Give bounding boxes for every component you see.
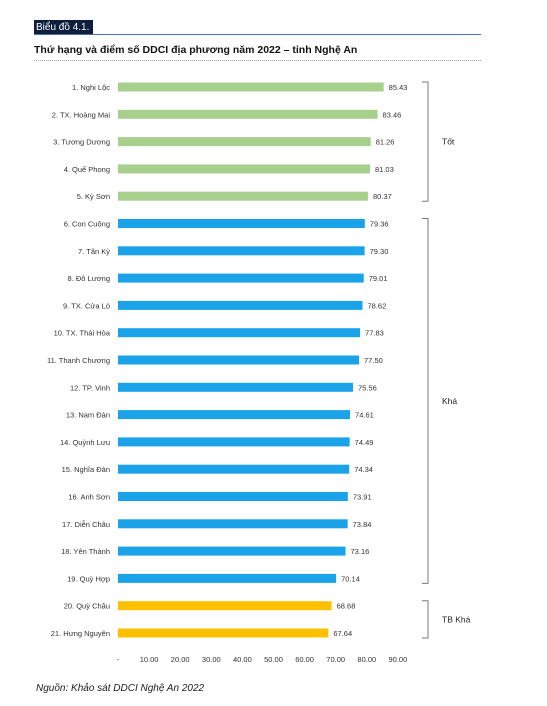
- category-label: 16. Anh Sơn: [68, 493, 110, 502]
- category-label: 12. TP. Vinh: [70, 383, 110, 392]
- value-label: 78.62: [368, 301, 387, 310]
- category-label: 17. Diễn Châu: [62, 520, 110, 529]
- x-tick-label: 90.00: [389, 655, 408, 664]
- bar: [118, 437, 350, 447]
- title-divider: [34, 60, 481, 61]
- bar: [118, 191, 368, 201]
- bar: [118, 137, 371, 147]
- category-label: 21. Hưng Nguyên: [51, 629, 110, 638]
- bar: [118, 410, 351, 420]
- value-label: 74.34: [354, 465, 373, 474]
- bar: [118, 219, 365, 228]
- value-label: 81.03: [375, 165, 394, 174]
- x-tick-label: 10.00: [140, 655, 159, 664]
- bar: [118, 164, 371, 174]
- value-label: 79.01: [369, 274, 388, 283]
- value-label: 77.83: [365, 329, 384, 338]
- group-label: Khá: [442, 396, 457, 406]
- category-label: 7. Tân Kỳ: [78, 247, 110, 256]
- category-label: 2. TX. Hoàng Mai: [52, 110, 111, 119]
- group-bracket: [422, 218, 429, 584]
- category-label: 20. Quỳ Châu: [64, 602, 110, 611]
- bar: [118, 573, 337, 583]
- category-label: 3. Tương Dương: [53, 138, 110, 147]
- category-label: 1. Nghi Lộc: [72, 83, 110, 92]
- x-tick-label: 30.00: [202, 655, 221, 664]
- category-label: 13. Nam Đàn: [66, 411, 110, 420]
- category-label: 4. Quế Phong: [64, 165, 110, 174]
- category-label: 5. Kỳ Sơn: [77, 192, 110, 201]
- value-label: 73.91: [353, 493, 372, 502]
- bar: [118, 246, 365, 256]
- value-label: 67.64: [333, 629, 352, 638]
- value-label: 74.49: [355, 438, 374, 447]
- bar: [118, 546, 346, 556]
- value-label: 77.50: [364, 356, 383, 365]
- value-label: 80.37: [373, 192, 392, 201]
- x-tick-label: 70.00: [326, 655, 345, 664]
- bar: [118, 601, 332, 611]
- x-tick-label: 80.00: [357, 655, 376, 664]
- bar: [118, 273, 364, 283]
- category-label: 6. Con Cuông: [64, 220, 110, 229]
- x-tick-label: 20.00: [171, 655, 190, 664]
- category-label: 19. Quỳ Hợp: [67, 574, 110, 583]
- bar: [118, 519, 348, 529]
- value-label: 79.36: [370, 220, 389, 229]
- bar: [118, 328, 361, 338]
- group-label: Tốt: [442, 137, 455, 147]
- category-label: 9. TX. Cửa Lò: [63, 301, 110, 310]
- bar: [118, 464, 350, 474]
- bar: [118, 300, 363, 310]
- category-label: 15. Nghĩa Đàn: [62, 465, 110, 474]
- group-bracket: [422, 81, 429, 202]
- value-label: 74.61: [355, 411, 374, 420]
- value-label: 79.30: [370, 247, 389, 256]
- value-label: 73.84: [353, 520, 372, 529]
- chart-title: Thứ hạng và điểm số DDCI địa phương năm …: [34, 44, 358, 56]
- bar: [118, 492, 348, 501]
- bar: [118, 109, 378, 119]
- value-label: 75.56: [358, 383, 377, 392]
- figure-label: Biểu đồ 4.1.: [34, 20, 94, 35]
- category-label: 8. Đô Lương: [68, 274, 110, 283]
- x-tick-label: -: [117, 655, 120, 664]
- category-label: 18. Yên Thành: [61, 547, 110, 556]
- group-label: TB Khá: [442, 614, 471, 624]
- x-tick-label: 50.00: [264, 655, 283, 664]
- source-note: Nguồn: Khảo sát DDCI Nghệ An 2022: [36, 683, 205, 694]
- value-label: 83.46: [383, 110, 402, 119]
- value-label: 81.26: [376, 138, 395, 147]
- category-label: 10. TX. Thái Hòa: [54, 329, 111, 338]
- bar: [118, 628, 329, 638]
- header-rule: [34, 34, 481, 35]
- bar: [118, 82, 384, 92]
- x-tick-label: 60.00: [295, 655, 314, 664]
- bar: [118, 382, 353, 392]
- category-label: 11. Thanh Chương: [47, 356, 110, 365]
- category-label: 14. Quỳnh Lưu: [60, 438, 110, 447]
- value-label: 68.68: [337, 602, 356, 611]
- value-label: 70.14: [341, 574, 360, 583]
- group-bracket: [422, 600, 429, 639]
- value-label: 73.16: [351, 547, 370, 556]
- x-tick-label: 40.00: [233, 655, 252, 664]
- value-label: 85.43: [389, 83, 408, 92]
- bar: [118, 355, 360, 365]
